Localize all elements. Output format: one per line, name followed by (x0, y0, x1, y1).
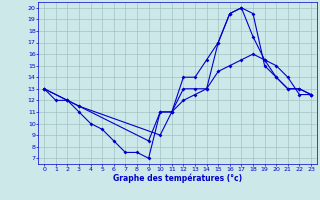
X-axis label: Graphe des températures (°c): Graphe des températures (°c) (113, 173, 242, 183)
